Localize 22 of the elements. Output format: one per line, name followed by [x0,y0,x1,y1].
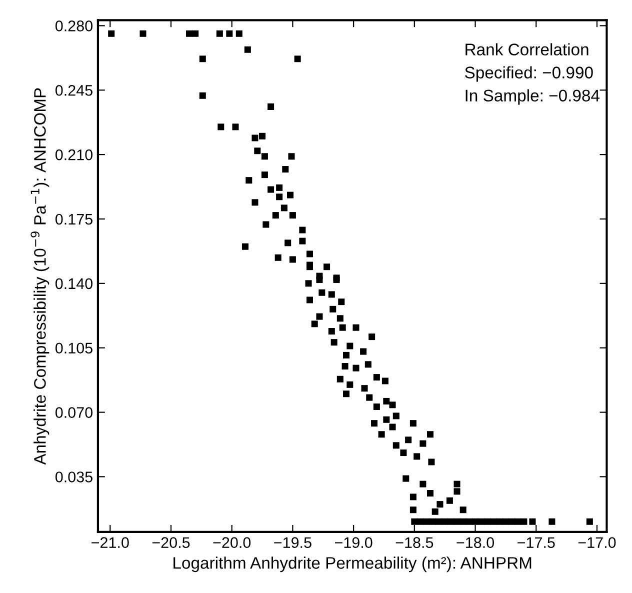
x-tick-label: −18.0 [456,537,494,548]
x-tick-label: −17.5 [518,537,555,548]
annotation: In Sample: −0.984 [466,89,600,105]
annotation: Specified: −0.990 [465,66,593,82]
y-tick-label: 0.035 [55,472,92,482]
y-tick-label: 0.175 [55,214,92,225]
annotation: Rank Correlation [466,43,588,56]
y-axis-title: Anhydrite Compressibility (10$^{−9}$ Pa$^{−1}$): ANHCOMP [30,88,50,465]
x-tick-label: −18.5 [396,537,434,548]
x-tick-label: −19.0 [334,537,372,548]
x-axis-title: Logarithm Anhydrite Permeability (m²): ANHPRM [174,556,532,572]
x-tick-label: −19.5 [274,537,312,548]
y-tick-label: 0.245 [55,84,92,96]
x-tick-label: −17.0 [578,537,616,548]
y-tick-label: 0.140 [55,278,93,290]
x-tick-label: −21.0 [92,537,129,548]
y-tick-label: 0.210 [55,149,93,160]
x-tick-label: −20.5 [152,537,190,548]
y-tick-label: 0.280 [55,20,93,32]
y-tick-label: 0.070 [55,407,93,418]
x-tick-label: −20.0 [213,537,251,548]
y-tick-label: 0.105 [55,342,92,354]
